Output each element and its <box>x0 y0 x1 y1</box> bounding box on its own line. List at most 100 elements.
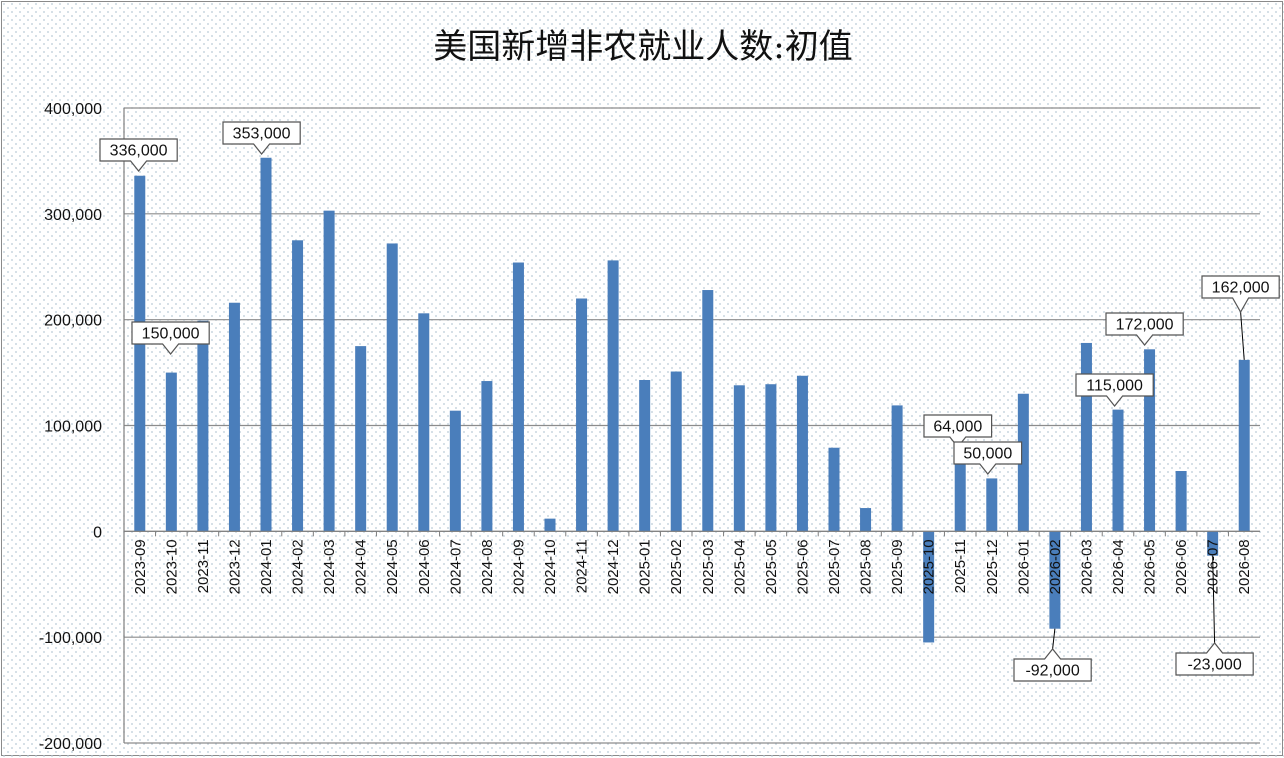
data-label-callout: 115,000 <box>1075 373 1154 407</box>
x-tick-label: 2024-09 <box>510 539 527 594</box>
bar-2026-08 <box>1238 359 1250 532</box>
y-tick-label: 400,000 <box>44 101 102 118</box>
bar-2023-10 <box>165 372 177 532</box>
bar-2025-08 <box>860 508 872 532</box>
bar-2026-06 <box>1175 471 1187 532</box>
x-tick-label: 2025-10 <box>921 539 938 594</box>
data-label-callout: 162,000 <box>1201 275 1280 360</box>
bar-2025-12 <box>986 478 998 532</box>
y-tick-label: 100,000 <box>44 419 102 436</box>
data-label-callout: 172,000 <box>1105 312 1184 346</box>
x-tick-label: 2026-06 <box>1173 539 1190 594</box>
callout-box <box>953 441 1023 475</box>
gridlines <box>124 107 1260 744</box>
callout-box <box>99 138 178 172</box>
data-label: 115,000 <box>1086 378 1143 395</box>
bar-2024-09 <box>512 262 524 532</box>
x-tick-label: 2025-12 <box>984 539 1001 594</box>
bar-2024-01 <box>260 157 272 532</box>
bar-2024-08 <box>481 381 493 532</box>
bar-2026-04 <box>1112 409 1124 532</box>
bar-2025-04 <box>733 385 745 532</box>
x-tick-label: 2025-06 <box>794 539 811 594</box>
data-labels: 336,000 150,000 353,000 64,000 50,000 -92,000… <box>99 121 1280 682</box>
x-tick-label: 2025-08 <box>858 539 875 594</box>
bar-2025-07 <box>828 447 840 532</box>
x-tick-label: 2024-06 <box>416 539 433 594</box>
x-tick-label: 2024-11 <box>574 539 591 593</box>
data-label-callout: 50,000 <box>953 441 1023 475</box>
x-tick-label: 2025-04 <box>731 539 748 594</box>
chart-title: 美国新增非农就业人数:初值 <box>433 27 852 67</box>
y-tick-label: -100,000 <box>39 630 102 647</box>
bar-2023-11 <box>197 320 209 532</box>
x-tick-label: 2023-10 <box>163 539 180 594</box>
bar-2023-12 <box>228 302 240 532</box>
x-tick-label: 2024-04 <box>353 539 370 594</box>
x-tick-label: 2023-09 <box>132 539 149 594</box>
bar-2025-05 <box>765 384 777 532</box>
data-label-callout: 150,000 <box>131 321 210 355</box>
data-label-callout: -92,000 <box>1013 628 1092 682</box>
x-tick-label: 2024-07 <box>447 539 464 594</box>
x-tick-label: 2025-07 <box>826 539 843 594</box>
y-tick-label: 200,000 <box>44 313 102 330</box>
x-tick-label: 2026-02 <box>1047 539 1064 594</box>
leader-line <box>1052 628 1056 650</box>
data-label: -92,000 <box>1025 663 1079 680</box>
bar-2026-01 <box>1017 393 1029 532</box>
bar-2025-02 <box>670 371 682 532</box>
data-label: 50,000 <box>963 446 1012 463</box>
data-label: -23,000 <box>1187 657 1241 674</box>
x-tick-label: 2026-04 <box>1110 539 1127 594</box>
bar-2024-11 <box>576 298 588 532</box>
data-label-callout: -23,000 <box>1175 555 1254 676</box>
bar-2025-03 <box>702 290 714 532</box>
x-axis-ticks: 2023-09 2023-10 2023-11 2023-12 2024-01 2024-… <box>132 539 1253 594</box>
x-tick-label: 2026-01 <box>1015 539 1032 594</box>
bar-2025-09 <box>891 405 903 532</box>
x-tick-label: 2024-08 <box>479 539 496 594</box>
x-tick-label: 2025-11 <box>952 539 969 593</box>
bar-2024-02 <box>292 240 304 532</box>
x-tick-label: 2024-03 <box>321 539 338 594</box>
callout-box <box>1175 642 1254 676</box>
x-tick-label: 2025-05 <box>763 539 780 594</box>
bar-2025-10 <box>923 531 935 643</box>
x-tick-label: 2026-08 <box>1236 539 1253 594</box>
callout-box <box>1075 373 1154 407</box>
x-tick-label: 2024-05 <box>384 539 401 594</box>
x-tick-label: 2025-01 <box>637 539 654 594</box>
bar-2024-06 <box>418 313 430 532</box>
bar-2024-10 <box>544 518 556 532</box>
x-tick-label: 2024-02 <box>290 539 307 594</box>
axes <box>123 108 1260 743</box>
x-tick-label: 2025-09 <box>889 539 906 594</box>
callout-box <box>1013 648 1092 682</box>
data-label-callout: 64,000 <box>923 414 993 448</box>
x-tick-label: 2024-10 <box>542 539 559 594</box>
callout-box <box>131 321 210 355</box>
data-label-callout: 336,000 <box>99 138 178 172</box>
y-tick-label: 0 <box>93 524 102 541</box>
y-tick-label: -200,000 <box>39 736 102 753</box>
x-tick-label: 2025-02 <box>668 539 685 594</box>
bar-2025-06 <box>796 375 808 532</box>
bar-2024-07 <box>449 410 461 532</box>
x-tick-label: 2026-05 <box>1142 539 1159 594</box>
data-label: 336,000 <box>110 143 168 160</box>
leader-line <box>1212 555 1216 644</box>
bar-2025-01 <box>639 379 651 532</box>
data-label: 172,000 <box>1116 317 1174 334</box>
x-tick-label: 2024-12 <box>605 539 622 594</box>
bar-2026-07 <box>1207 531 1219 556</box>
bar-2025-11 <box>954 463 966 532</box>
bar-2024-03 <box>323 210 335 532</box>
bar-2026-05 <box>1144 349 1156 532</box>
x-tick-label: 2026-03 <box>1078 539 1095 594</box>
data-label-callout: 353,000 <box>222 121 301 155</box>
bar-2024-12 <box>607 260 619 532</box>
